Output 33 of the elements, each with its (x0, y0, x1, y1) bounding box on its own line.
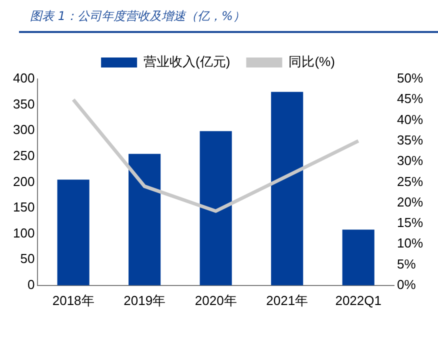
y-tick-label: 50 (20, 251, 35, 266)
bar (128, 154, 161, 286)
y-tick-label: 100 (12, 225, 35, 240)
chart-title: 图表 1：公司年度营收及增速（亿，%） (30, 8, 245, 25)
x-tick-label: 2021年 (266, 292, 308, 308)
y2-tick-label: 25% (396, 174, 424, 189)
y2-tick-label: 45% (396, 91, 424, 106)
y-tick-label: 350 (12, 96, 35, 112)
x-tick-label: 2020年 (194, 292, 237, 308)
y-tick-label: 200 (12, 174, 35, 189)
y2-tick-label: 5% (396, 256, 416, 272)
y2-tick-label: 30% (396, 153, 424, 168)
y-tick-label: 300 (12, 122, 35, 138)
bar (342, 230, 374, 286)
bar (271, 92, 304, 286)
y-tick-label: 150 (12, 200, 35, 215)
y-tick-label: 0 (27, 276, 35, 292)
y2-tick-label: 40% (396, 112, 424, 127)
y-tick-label: 250 (12, 148, 35, 163)
y2-tick-label: 50% (396, 70, 424, 86)
y2-tick-label: 35% (396, 132, 424, 148)
y2-tick-label: 0% (396, 276, 416, 292)
y-tick-label: 400 (12, 70, 35, 86)
bar (57, 180, 90, 286)
legend-label: 同比(%) (288, 54, 335, 70)
x-tick-label: 2022Q1 (335, 292, 382, 308)
y2-tick-label: 15% (396, 215, 424, 230)
bar (200, 131, 232, 286)
x-tick-label: 2018年 (52, 292, 94, 308)
y2-tick-label: 10% (396, 236, 424, 251)
x-tick-label: 2019年 (124, 292, 166, 308)
y2-tick-label: 20% (396, 194, 424, 210)
legend-label: 营业收入(亿元) (144, 54, 230, 70)
